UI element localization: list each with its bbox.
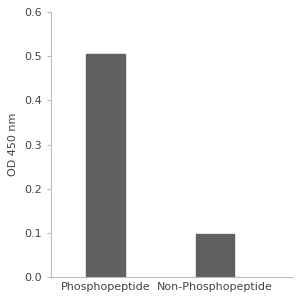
Bar — [86, 54, 124, 277]
Bar — [196, 234, 234, 277]
Y-axis label: OD 450 nm: OD 450 nm — [8, 113, 18, 176]
